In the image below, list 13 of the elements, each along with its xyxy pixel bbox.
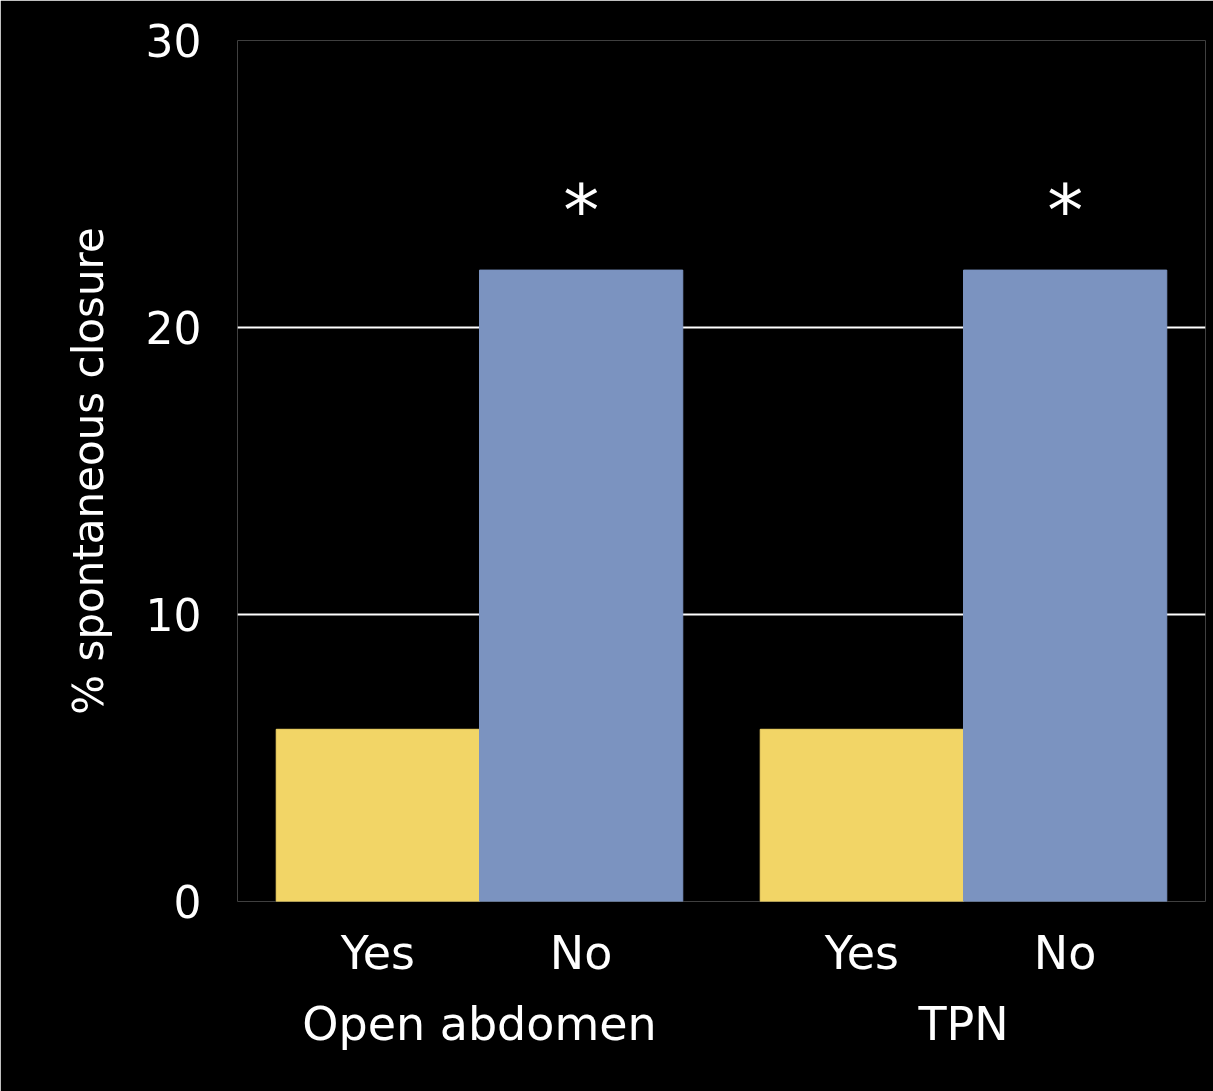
series-label: Yes <box>339 925 415 980</box>
y-tick-label: 0 <box>173 877 202 928</box>
y-tick-label: 30 <box>145 16 202 67</box>
annotation: * <box>1047 168 1084 253</box>
y-tick-label: 20 <box>145 303 202 354</box>
text: No <box>1033 925 1097 980</box>
y-tick-label: 10 <box>145 590 202 641</box>
y-axis-title: % spontaneous closure <box>63 227 113 715</box>
annotation: * <box>563 168 600 253</box>
x-tick-label: TPN <box>917 996 1009 1051</box>
series-label: No <box>549 925 613 980</box>
text: Yes <box>824 925 899 980</box>
x-tick-label: Open abdomen <box>302 996 657 1051</box>
